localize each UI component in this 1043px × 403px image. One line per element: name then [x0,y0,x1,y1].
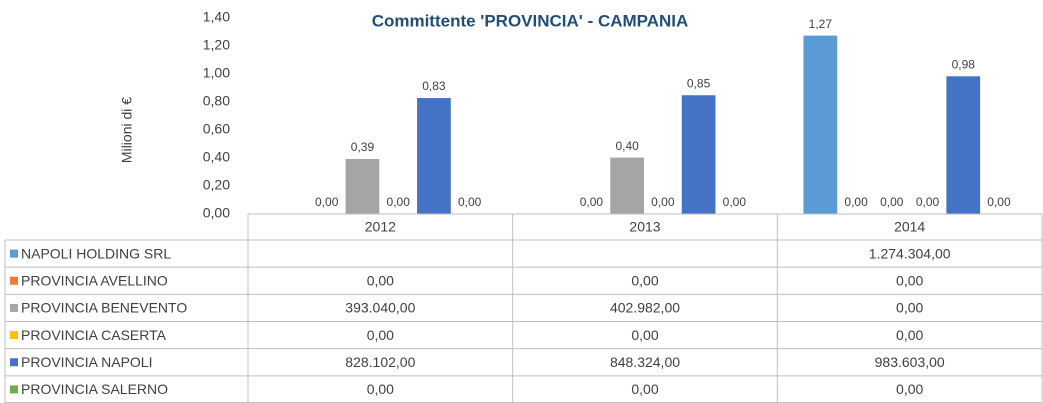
bar [610,157,644,214]
data-label: 0,00 [387,195,411,209]
table-cell: 0,00 [631,381,658,397]
table-cell: 983.603,00 [875,354,945,370]
table-cell: 402.982,00 [610,300,680,316]
bar [345,158,380,214]
y-tick-label: 0,80 [203,93,230,109]
table-cell: 0,00 [367,381,394,397]
data-label: 0,00 [458,195,482,209]
data-label: 0,85 [687,76,711,90]
table-cell: 0,00 [896,272,923,288]
table-cell: 0,00 [367,327,394,343]
bar [946,76,981,214]
legend-swatch [10,276,18,285]
y-axis-label: Milioni di € [119,97,135,163]
table-cell: 828.102,00 [345,354,415,370]
y-tick-label: 1,40 [203,9,230,25]
data-label: 0,00 [916,195,940,209]
legend-label: PROVINCIA AVELLINO [21,272,168,288]
y-tick-label: 0,00 [203,205,230,221]
table-cell: 1.274.304,00 [869,245,951,261]
data-label: 1,27 [809,17,833,31]
data-label: 0,83 [422,79,446,93]
x-tick-label: 2013 [629,219,660,235]
y-tick-label: 0,20 [203,177,230,193]
data-label: 0,40 [615,139,639,153]
y-tick-label: 1,00 [203,65,230,81]
legend-swatch [10,358,18,367]
table-cell: 0,00 [631,272,658,288]
bar [803,35,838,214]
bar [417,98,451,214]
data-label: 0,39 [351,140,375,154]
table-cell: 0,00 [896,327,923,343]
data-label: 0,00 [315,195,339,209]
table-cell: 0,00 [896,300,923,316]
data-label: 0,00 [987,195,1011,209]
table-cell: 0,00 [367,272,394,288]
legend-swatch [10,303,18,312]
table-cell: 0,00 [631,327,658,343]
data-label: 0,98 [952,57,976,71]
bar [681,95,716,214]
y-tick-label: 0,60 [203,121,230,137]
x-tick-label: 2012 [365,219,396,235]
data-label: 0,00 [844,195,868,209]
legend-label: PROVINCIA CASERTA [21,327,167,343]
data-label: 0,00 [580,195,604,209]
x-tick-label: 2014 [894,219,925,235]
legend-swatch [10,385,18,394]
table-cell: 0,00 [896,381,923,397]
legend-swatch [10,331,18,340]
data-label: 0,00 [651,195,675,209]
legend-label: NAPOLI HOLDING SRL [21,245,171,261]
table-cell: 393.040,00 [345,300,415,316]
table-cell: 848.324,00 [610,354,680,370]
data-label: 0,00 [880,195,904,209]
y-tick-label: 1,20 [203,37,230,53]
legend-swatch [10,249,18,258]
legend-label: PROVINCIA BENEVENTO [21,300,187,316]
data-label: 0,00 [723,195,747,209]
legend-label: PROVINCIA SALERNO [21,381,168,397]
y-tick-label: 0,40 [203,149,230,165]
legend-label: PROVINCIA NAPOLI [21,354,152,370]
chart-title: Committente 'PROVINCIA' - CAMPANIA [372,11,689,30]
